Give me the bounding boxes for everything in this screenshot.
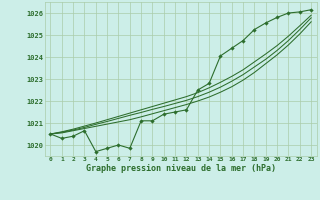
X-axis label: Graphe pression niveau de la mer (hPa): Graphe pression niveau de la mer (hPa): [86, 164, 276, 173]
